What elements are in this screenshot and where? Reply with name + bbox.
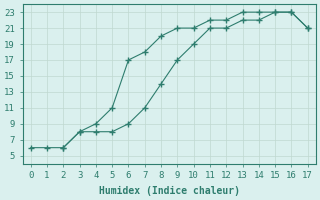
X-axis label: Humidex (Indice chaleur): Humidex (Indice chaleur) (99, 186, 240, 196)
